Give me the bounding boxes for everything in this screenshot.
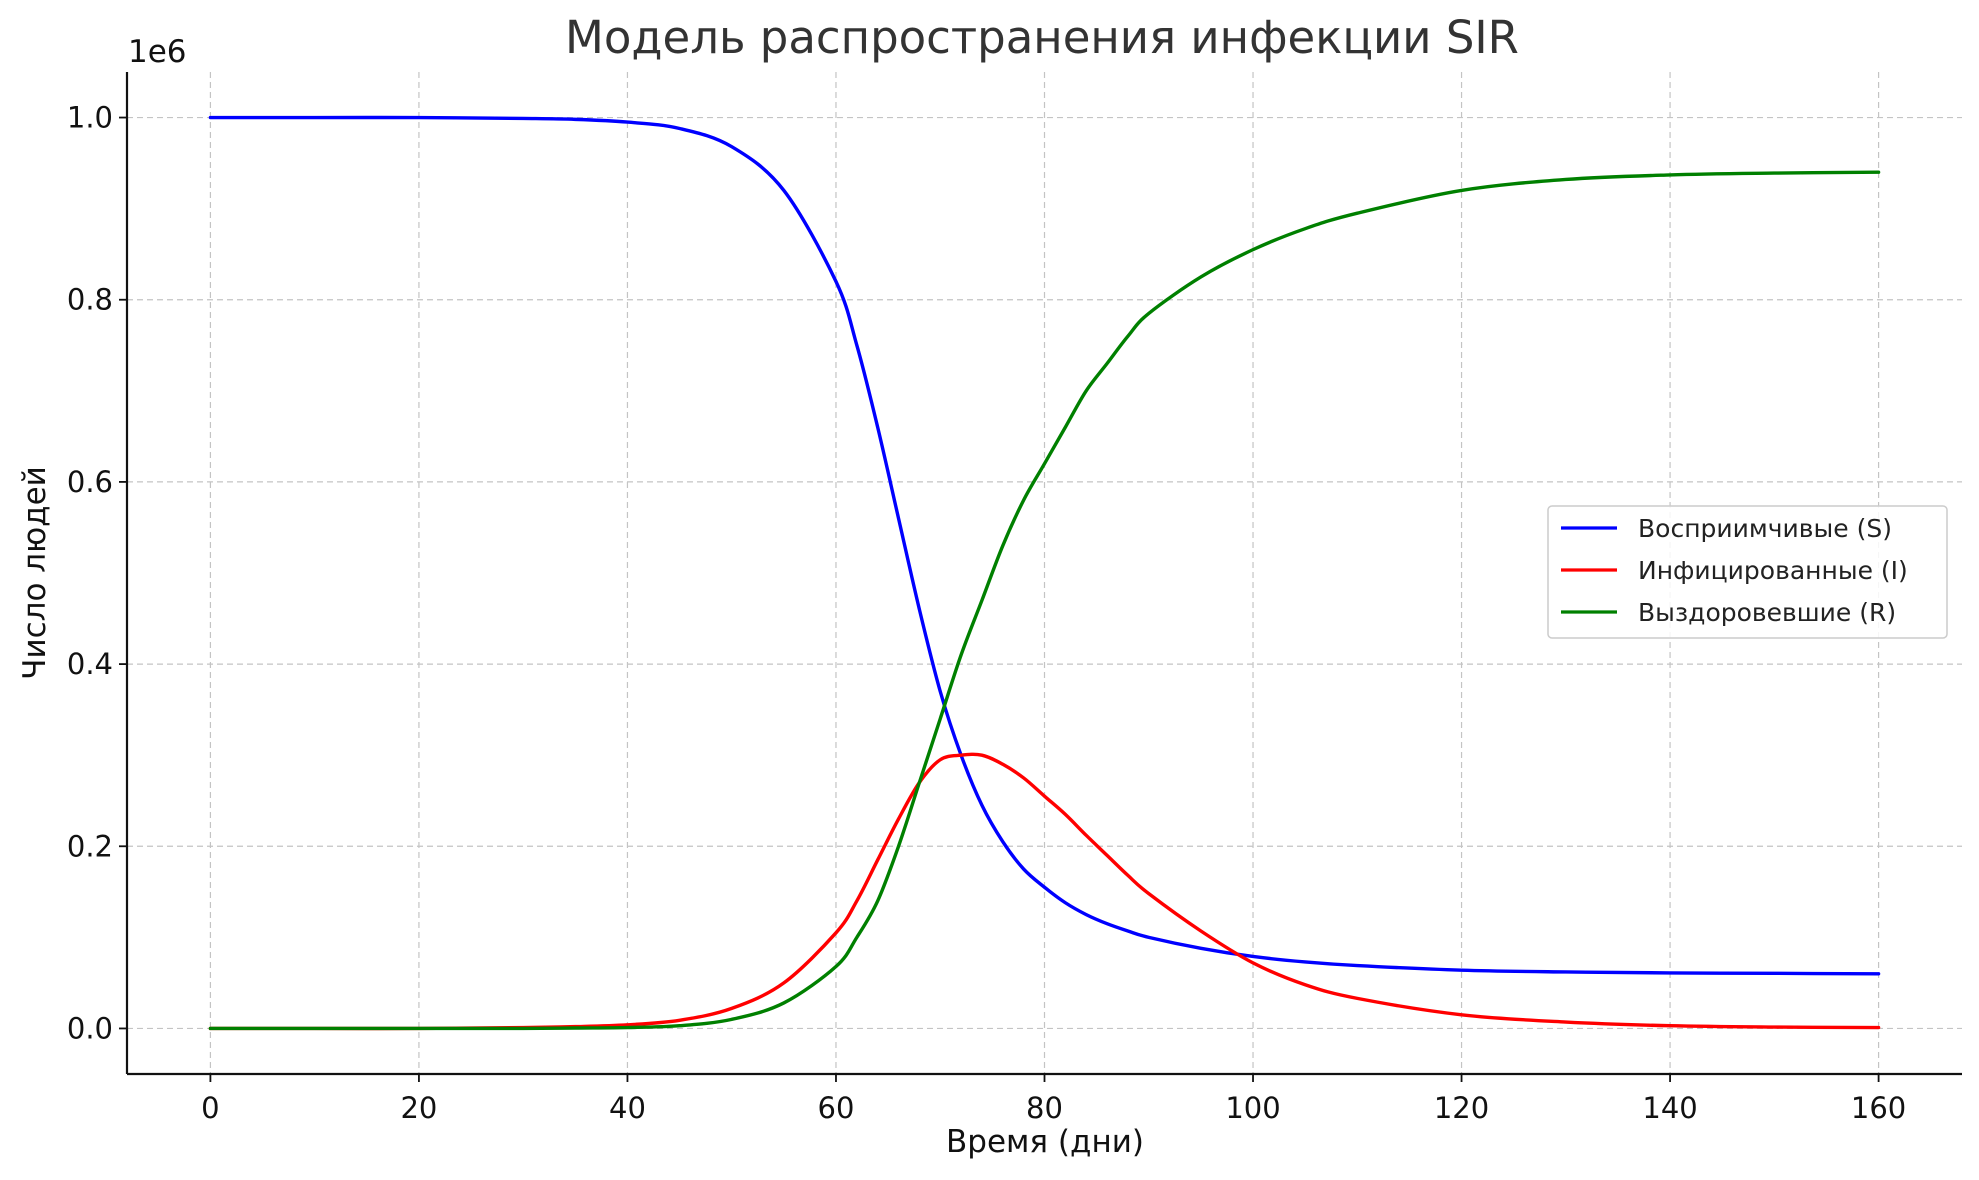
x-tick-label: 0 [201,1091,219,1125]
series-line-recovered [208,170,1881,1031]
x-axis-title: Время (дни) [946,1124,1144,1160]
x-tick-label: 80 [1026,1091,1063,1125]
x-tick-label: 140 [1642,1091,1697,1125]
series-lines [208,115,1881,1031]
chart-title: Модель распространения инфекции SIR [565,11,1519,64]
y-tick-label: 0.6 [67,465,113,499]
legend: Восприимчивые (S) Инфицированные (I) Выз… [1547,505,1948,639]
legend-box [1547,505,1948,639]
y-axis-ticks: 0.0 0.2 0.4 0.6 0.8 1.0 [67,101,127,1045]
y-tick-label: 1.0 [67,101,113,135]
y-tick-label: 0.2 [67,829,113,863]
x-tick-label: 120 [1434,1091,1489,1125]
series-line-susceptible [208,115,1881,976]
y-tick-label: 0.0 [67,1011,113,1045]
y-tick-label: 0.8 [67,283,113,317]
x-tick-label: 40 [609,1091,646,1125]
legend-label-i: Инфицированные (I) [1638,556,1908,585]
y-tick-label: 0.4 [67,647,113,681]
legend-label-r: Выздоровевшие (R) [1638,598,1896,627]
y-axis-title: Число людей [17,466,53,680]
legend-label-s: Восприимчивые (S) [1638,514,1892,543]
x-tick-label: 100 [1225,1091,1280,1125]
x-tick-label: 20 [400,1091,437,1125]
y-offset-label: 1e6 [128,34,187,70]
x-axis-ticks: 0 20 40 60 80 100 120 140 160 [201,1074,1906,1125]
x-tick-label: 60 [818,1091,855,1125]
x-tick-label: 160 [1851,1091,1906,1125]
series-line-infected [208,752,1881,1031]
